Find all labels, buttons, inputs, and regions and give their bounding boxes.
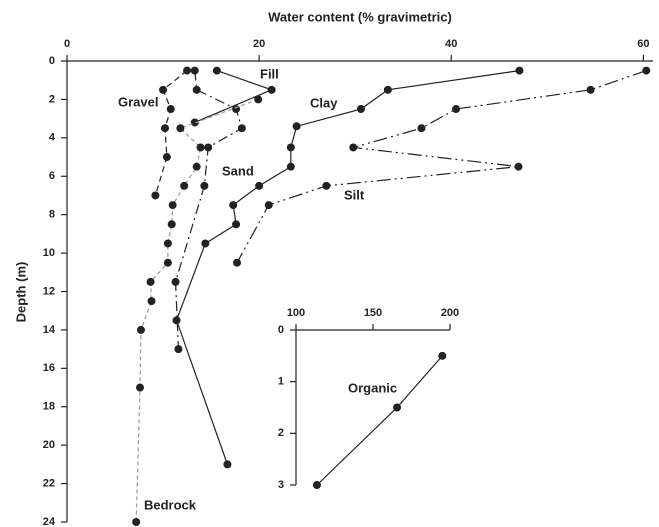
data-point — [168, 201, 177, 210]
data-point — [183, 66, 192, 75]
data-point — [171, 277, 180, 286]
y-tick-label: 10 — [43, 247, 55, 259]
data-point — [136, 383, 145, 392]
data-point — [146, 277, 155, 286]
series-label: Fill — [260, 66, 279, 81]
data-point — [174, 345, 183, 354]
y-tick-label: 12 — [43, 285, 55, 297]
data-point — [286, 143, 295, 152]
y-tick-label: 6 — [49, 170, 55, 182]
data-point — [383, 85, 392, 94]
data-point — [163, 239, 172, 248]
data-point — [223, 460, 232, 469]
data-point — [356, 105, 365, 114]
y-tick-label: 18 — [43, 401, 55, 413]
x-axis-label: Water content (% gravimetric) — [268, 9, 452, 24]
data-point — [255, 181, 264, 190]
x-tick-label: 20 — [253, 38, 265, 50]
data-point — [201, 239, 210, 248]
x-tick-label: 150 — [364, 307, 382, 319]
data-point — [254, 95, 263, 104]
series-label: Bedrock — [144, 497, 197, 512]
data-point — [192, 162, 201, 171]
x-tick-label: 0 — [64, 38, 70, 50]
data-point — [196, 143, 205, 152]
data-point — [204, 143, 213, 152]
data-point — [151, 191, 160, 200]
data-point — [167, 220, 176, 229]
y-tick-label: 24 — [43, 516, 56, 527]
data-point — [233, 258, 242, 267]
data-point — [162, 153, 171, 162]
y-tick-label: 1 — [278, 376, 284, 388]
data-point — [176, 124, 185, 133]
data-point — [190, 66, 199, 75]
x-tick-label: 100 — [287, 307, 305, 319]
data-point — [264, 201, 273, 210]
y-tick-label: 0 — [49, 55, 55, 67]
x-tick-label: 200 — [441, 307, 459, 319]
data-point — [159, 85, 168, 94]
series-label: Clay — [310, 95, 338, 110]
y-tick-label: 4 — [49, 132, 56, 144]
data-point — [180, 181, 189, 190]
data-point — [136, 325, 145, 334]
y-tick-label: 20 — [43, 439, 55, 451]
y-tick-label: 8 — [49, 209, 55, 221]
data-point — [172, 316, 181, 325]
y-tick-label: 0 — [278, 324, 284, 336]
y-tick-label: 2 — [49, 93, 55, 105]
y-tick-label: 22 — [43, 477, 55, 489]
data-point — [417, 124, 426, 133]
data-point — [192, 85, 201, 94]
series-label: Organic — [348, 380, 397, 395]
data-point — [200, 181, 209, 190]
data-point — [229, 201, 238, 210]
y-tick-label: 2 — [278, 427, 284, 439]
data-point — [267, 85, 276, 94]
series-line — [174, 70, 243, 350]
series-line — [316, 355, 443, 486]
data-point — [160, 124, 169, 133]
data-point — [292, 122, 301, 131]
data-point — [586, 85, 595, 94]
series-line — [175, 70, 520, 465]
data-point — [393, 403, 402, 412]
x-tick-label: 60 — [637, 38, 649, 50]
data-point — [322, 181, 331, 190]
y-tick-label: 16 — [43, 362, 55, 374]
data-point — [438, 351, 447, 360]
data-point — [163, 258, 172, 267]
data-point — [232, 105, 241, 114]
data-point — [312, 481, 321, 489]
data-point — [514, 162, 523, 171]
y-tick-label: 14 — [43, 324, 56, 336]
data-point — [286, 162, 295, 171]
data-point — [349, 143, 358, 152]
data-point — [166, 105, 175, 114]
data-point — [237, 124, 246, 133]
data-point — [642, 66, 651, 75]
data-point — [147, 297, 156, 306]
data-point — [190, 118, 199, 127]
x-tick-label: 40 — [445, 38, 457, 50]
data-point — [515, 66, 524, 75]
series-line — [154, 70, 188, 196]
series-label: Silt — [344, 187, 365, 202]
data-point — [452, 105, 461, 114]
data-point — [132, 518, 141, 526]
y-axis-label: Depth (m) — [13, 262, 28, 323]
data-point — [212, 66, 221, 75]
y-tick-label: 3 — [278, 479, 284, 491]
series-line — [236, 70, 647, 263]
series-label: Gravel — [118, 94, 158, 109]
data-point — [232, 220, 241, 229]
series-label: Sand — [222, 163, 254, 178]
